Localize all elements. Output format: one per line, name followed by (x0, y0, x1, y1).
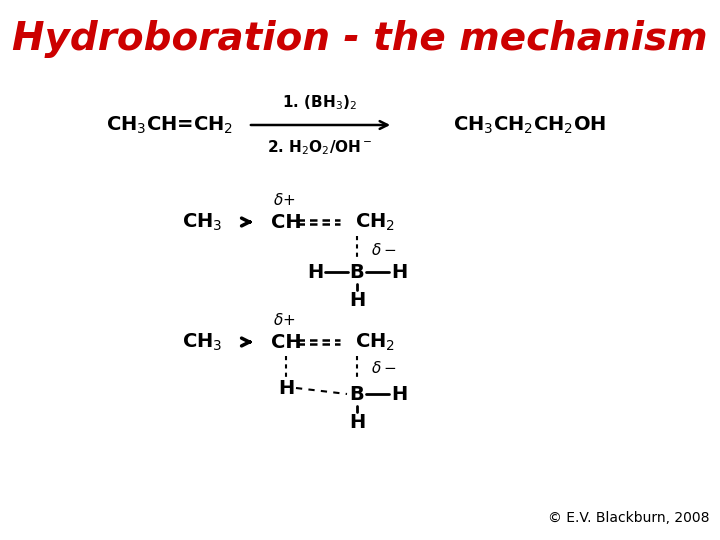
Text: B: B (350, 262, 364, 281)
Text: © E.V. Blackburn, 2008: © E.V. Blackburn, 2008 (549, 511, 710, 525)
Text: H: H (349, 413, 365, 431)
Text: CH: CH (271, 333, 301, 352)
Text: B: B (350, 384, 364, 403)
Text: H: H (391, 262, 407, 281)
Text: CH$_3$CH$_2$CH$_2$OH: CH$_3$CH$_2$CH$_2$OH (454, 114, 607, 136)
Text: CH$_2$: CH$_2$ (355, 211, 395, 233)
Text: H: H (307, 262, 323, 281)
Text: 2. H$_2$O$_2$/OH$^-$: 2. H$_2$O$_2$/OH$^-$ (267, 138, 373, 157)
Text: CH$_2$: CH$_2$ (355, 332, 395, 353)
Text: $\delta$+: $\delta$+ (273, 312, 295, 328)
Text: Hydroboration - the mechanism: Hydroboration - the mechanism (12, 20, 708, 58)
Text: CH$_3$: CH$_3$ (181, 211, 222, 233)
Text: $\delta-$: $\delta-$ (371, 242, 397, 258)
Text: $\delta-$: $\delta-$ (371, 360, 397, 376)
Text: H: H (349, 291, 365, 309)
Text: H: H (391, 384, 407, 403)
Text: 1. (BH$_3$)$_2$: 1. (BH$_3$)$_2$ (282, 93, 358, 112)
Text: CH$_3$: CH$_3$ (181, 332, 222, 353)
Text: $\delta$+: $\delta$+ (273, 192, 295, 208)
Text: CH$_3$CH=CH$_2$: CH$_3$CH=CH$_2$ (107, 114, 233, 136)
Text: CH: CH (271, 213, 301, 232)
Text: H: H (278, 379, 294, 397)
